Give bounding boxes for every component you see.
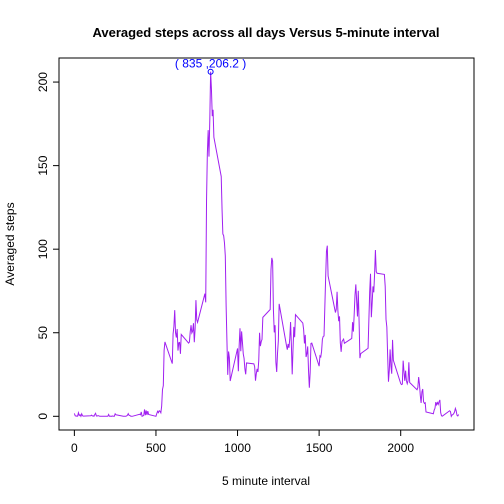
x-tick-label: 0 [71, 441, 78, 455]
max-marker [207, 68, 214, 75]
y-tick-label: 200 [36, 72, 50, 92]
max-annotation: ( 835 ,206.2 ) [175, 57, 246, 71]
data-line [73, 71, 460, 418]
x-axis-label: 5 minute interval [222, 474, 310, 488]
plot-box [58, 57, 475, 431]
y-tick-label: 50 [36, 326, 50, 340]
x-tick-label: 1000 [224, 441, 251, 455]
x-tick-label: 2000 [387, 441, 414, 455]
chart-title: Averaged steps across all days Versus 5-… [92, 25, 439, 40]
y-tick-label: 150 [36, 155, 50, 175]
y-tick-label: 0 [36, 413, 50, 420]
x-tick-label: 1500 [306, 441, 333, 455]
y-axis-label: Averaged steps [3, 202, 17, 285]
x-tick-label: 500 [146, 441, 166, 455]
y-tick-label: 100 [36, 239, 50, 259]
